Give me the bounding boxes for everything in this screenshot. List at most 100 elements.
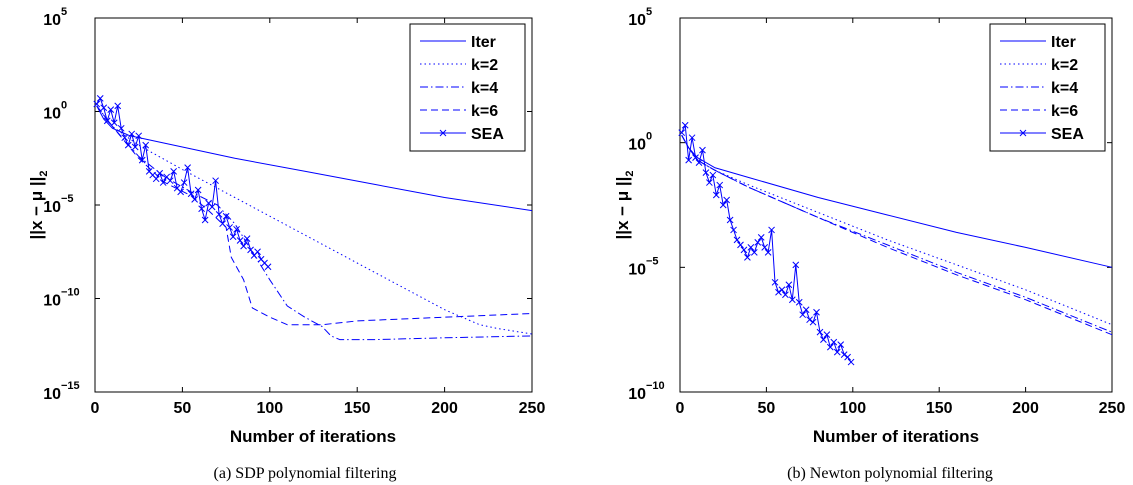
x-tick-label: 200 — [1012, 400, 1039, 417]
sea-marker — [152, 175, 160, 183]
sea-marker — [837, 341, 845, 348]
sea-marker — [695, 159, 703, 166]
sea-marker — [826, 343, 834, 351]
sea-marker — [788, 296, 796, 304]
sea-marker — [678, 129, 686, 137]
x-tick-label: 250 — [1099, 400, 1126, 417]
sea-marker — [138, 156, 146, 164]
sea-marker — [124, 141, 132, 149]
legend-label: k=6 — [1051, 103, 1078, 120]
sea-marker — [135, 132, 143, 140]
sea-marker — [719, 201, 727, 209]
sea-marker — [226, 224, 233, 231]
y-tick-exponent: −5 — [61, 193, 74, 205]
sea-marker — [802, 306, 810, 314]
sea-marker — [830, 338, 838, 346]
sea-marker — [847, 358, 855, 366]
sea-marker — [142, 141, 150, 149]
legend-box-a — [409, 23, 526, 152]
caption-b: (b) Newton polynomial filtering — [787, 465, 993, 482]
sea-marker — [726, 216, 734, 224]
sea-marker — [813, 308, 820, 316]
sea-marker — [156, 169, 164, 177]
sea-marker — [747, 244, 755, 251]
sea-marker — [240, 242, 247, 250]
series-line-k6 — [96, 105, 533, 326]
sea-marker — [222, 212, 230, 220]
legend-label: Iter — [471, 34, 496, 51]
sea-marker — [131, 143, 139, 151]
y-tick-label: 10 — [43, 106, 61, 123]
sea-marker — [712, 191, 720, 199]
x-tick-label: 200 — [431, 400, 458, 417]
sea-marker — [212, 177, 219, 185]
sea-marker — [201, 216, 209, 224]
y-tick-exponent: −15 — [61, 380, 80, 392]
legend-marker — [439, 129, 447, 137]
sea-marker — [775, 288, 782, 296]
y-tick-label: 10 — [43, 386, 61, 403]
sea-marker — [730, 226, 737, 234]
sea-marker — [107, 106, 115, 113]
sea-marker — [100, 104, 108, 112]
legend-label: k=2 — [1051, 57, 1078, 74]
sea-marker — [750, 249, 758, 256]
sea-marker — [208, 203, 216, 211]
series-lines-b — [678, 121, 1113, 366]
sea-marker — [799, 311, 807, 319]
y-tick-exponent: −5 — [646, 255, 659, 267]
legend-label: SEA — [471, 126, 504, 143]
sea-marker — [785, 281, 793, 289]
sea-marker — [744, 254, 751, 261]
x-tick-label: 50 — [174, 400, 192, 417]
sea-marker — [823, 331, 831, 339]
sea-marker — [692, 154, 699, 161]
series-line-iter — [96, 105, 533, 212]
x-tick-label: 150 — [344, 400, 371, 417]
sea-marker — [706, 179, 713, 186]
y-tick-exponent: 5 — [646, 6, 652, 18]
x-axis-label-a: Number of iterations — [230, 427, 396, 446]
y-tick-exponent: 0 — [646, 131, 652, 143]
sea-marker — [121, 134, 129, 142]
sea-marker — [740, 246, 748, 254]
legend-label: k=4 — [1051, 80, 1078, 97]
sea-marker — [764, 249, 772, 256]
sea-marker — [737, 241, 744, 249]
sea-marker — [103, 117, 111, 125]
x-axis-label-b: Number of iterations — [813, 427, 979, 446]
sea-marker — [768, 226, 775, 234]
sea-marker — [96, 95, 104, 102]
legend-b: Iter k=2 k=4 k=6 SEA — [989, 23, 1106, 152]
sea-marker — [782, 291, 789, 299]
sea-marker — [191, 196, 198, 203]
sea-marker — [833, 348, 841, 356]
y-tick-label: 10 — [43, 293, 61, 310]
sea-marker — [816, 328, 824, 336]
sea-marker — [254, 248, 261, 256]
series-line-k4 — [96, 105, 533, 341]
sea-marker — [219, 220, 226, 228]
y-tick-exponent: −10 — [646, 380, 665, 392]
sea-marker — [761, 244, 769, 251]
series-line-k2 — [96, 105, 533, 335]
legend-label: k=2 — [471, 57, 498, 74]
sea-marker — [792, 261, 800, 269]
y-tick-exponent: 5 — [61, 6, 67, 18]
x-tick-label: 250 — [519, 400, 546, 417]
sea-marker — [243, 235, 251, 243]
caption-a: (a) SDP polynomial filtering — [214, 465, 397, 482]
sea-marker — [166, 177, 174, 185]
sea-marker — [809, 318, 817, 326]
sea-marker — [187, 190, 195, 198]
sea-marker — [233, 225, 240, 233]
x-tick-label: 100 — [839, 400, 866, 417]
sea-marker — [820, 336, 827, 343]
y-tick-label: 10 — [43, 199, 61, 216]
sea-marker — [716, 181, 724, 189]
y-tick-exponent: 0 — [61, 100, 67, 112]
legend-box-b — [989, 23, 1106, 152]
